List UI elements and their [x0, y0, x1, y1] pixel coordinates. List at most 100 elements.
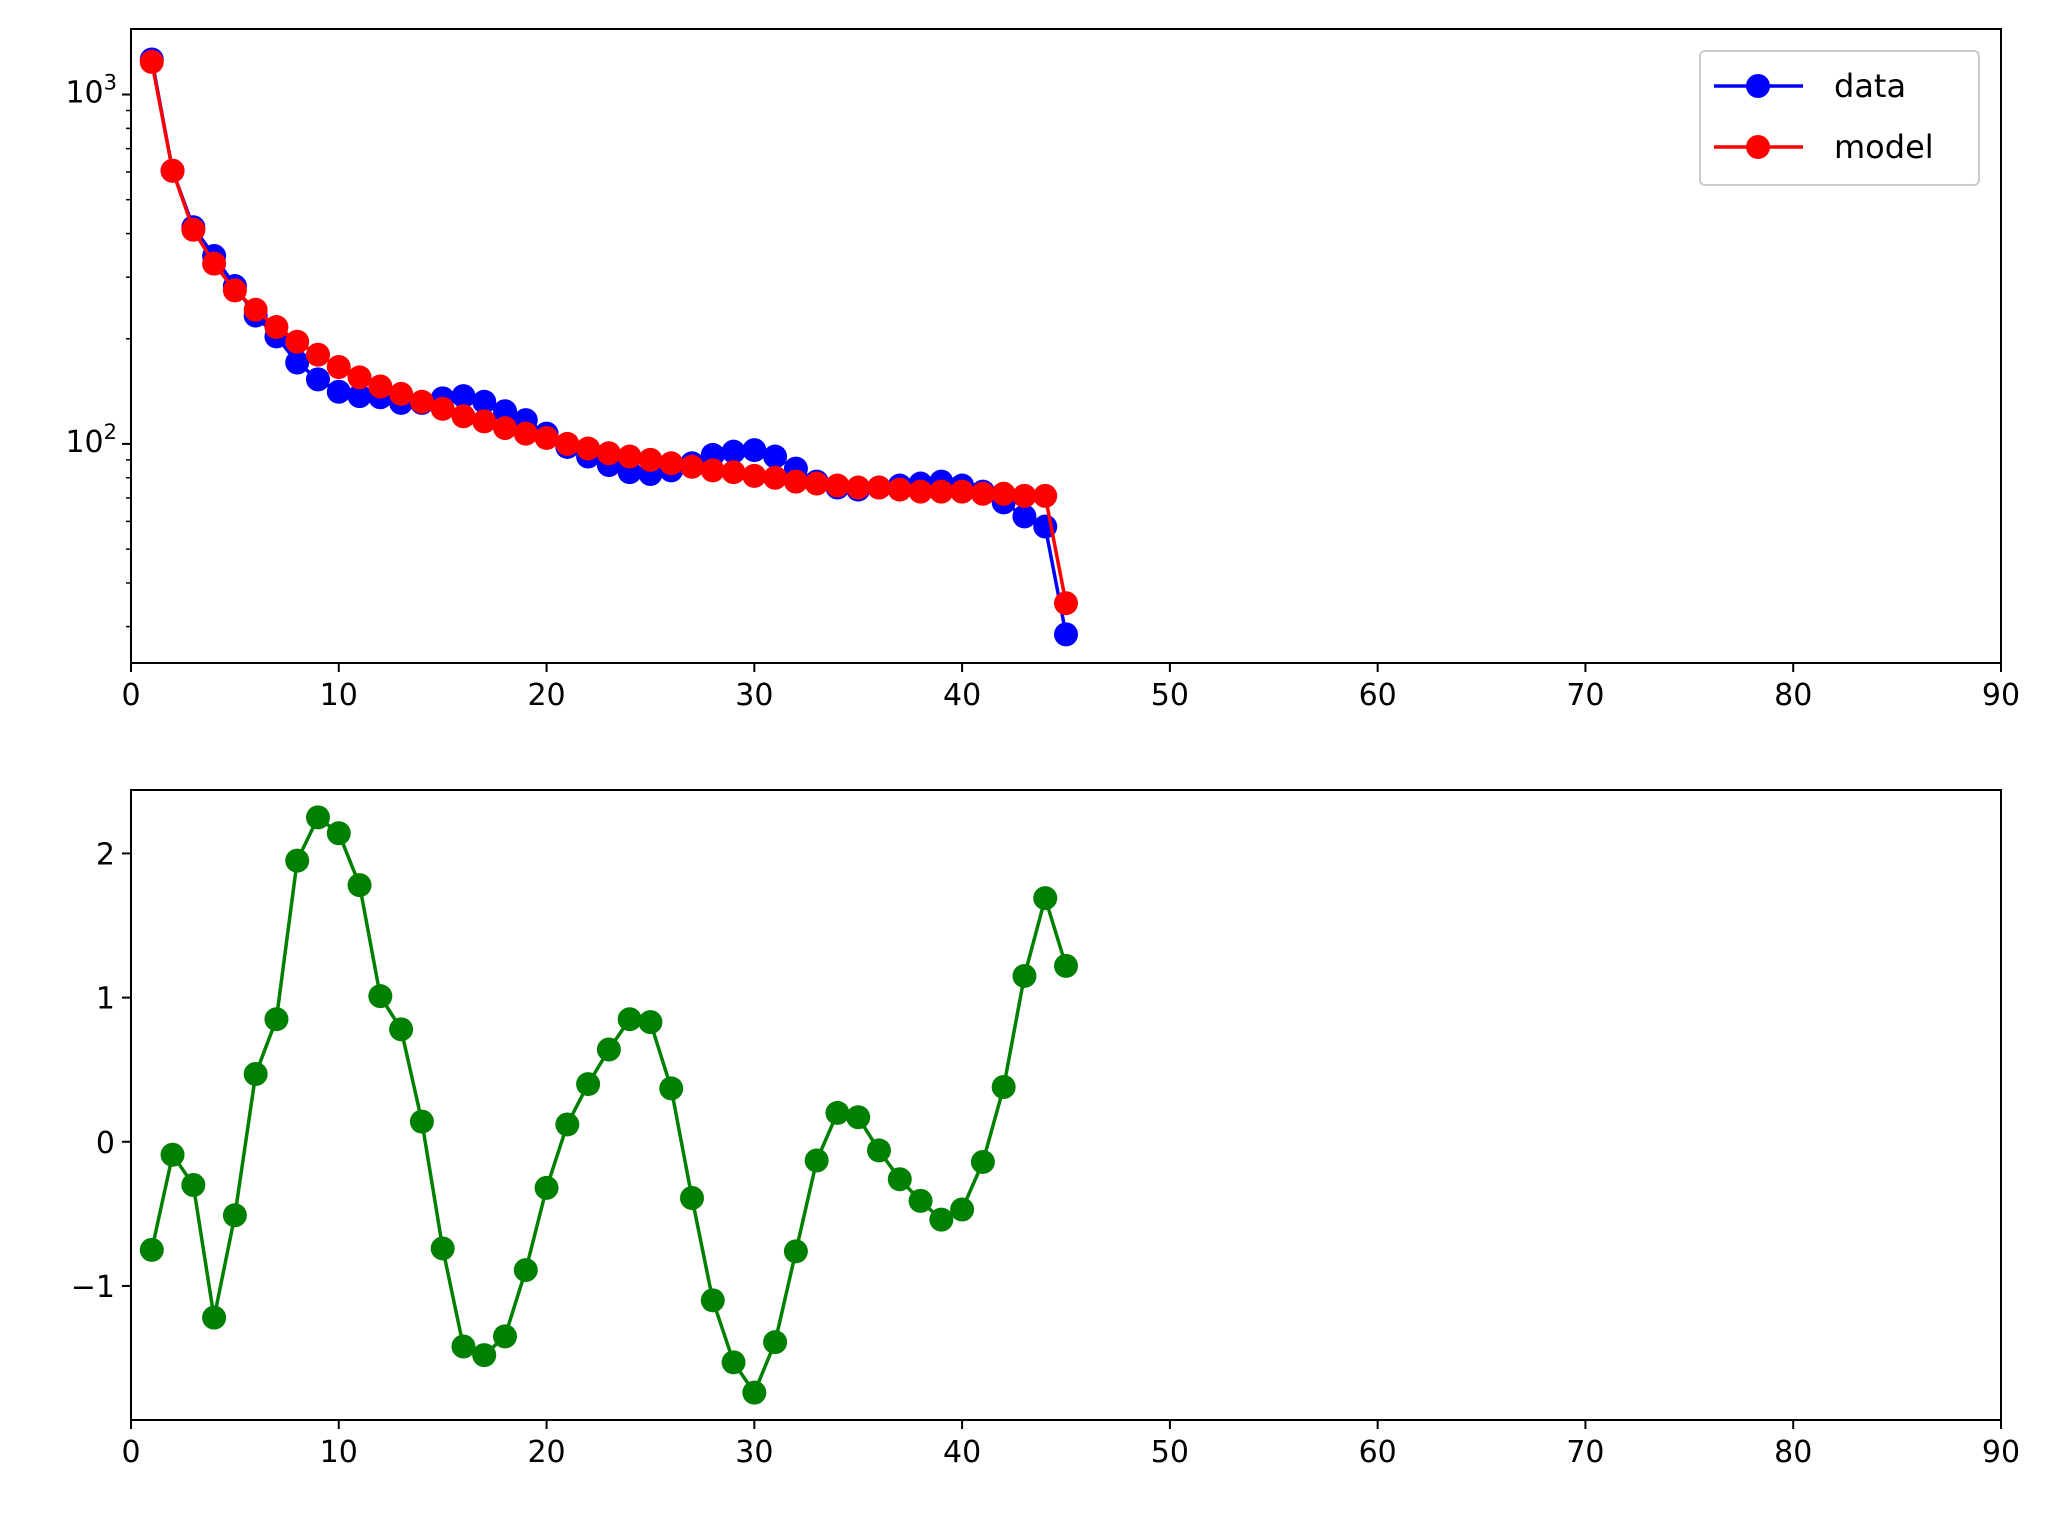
series-point	[181, 1173, 206, 1198]
series-point	[576, 1072, 601, 1097]
series-point	[202, 1305, 227, 1330]
series-point	[908, 1188, 933, 1213]
data-point	[742, 438, 767, 463]
series-point	[306, 805, 330, 830]
series-point	[326, 821, 351, 846]
legend-label-data: data	[1834, 67, 1906, 105]
series-point	[1012, 963, 1037, 988]
data-point	[285, 350, 310, 375]
series-point	[783, 1239, 808, 1264]
x-tick-label: 30	[735, 1435, 773, 1470]
axes-frame	[130, 28, 2002, 664]
model-point	[451, 404, 476, 429]
legend: data model	[1699, 50, 1980, 186]
series-point	[430, 1236, 455, 1261]
x-tick-label: 90	[1982, 1435, 2020, 1470]
model-point	[638, 447, 663, 472]
series-point	[513, 1258, 538, 1283]
model-point	[326, 355, 351, 380]
model-point	[306, 342, 330, 367]
model-point	[700, 458, 725, 483]
series-point	[887, 1167, 912, 1192]
model-point	[576, 436, 601, 461]
model-point	[243, 297, 268, 322]
series-point	[846, 1105, 871, 1130]
x-tick-label: 50	[1151, 678, 1189, 713]
model-point	[285, 329, 310, 354]
series-point	[970, 1149, 995, 1174]
series-point	[534, 1175, 559, 1200]
data-point	[721, 439, 746, 464]
series-point	[451, 1334, 476, 1359]
series-point	[596, 1037, 621, 1062]
model-point	[555, 431, 580, 456]
model-point	[409, 389, 434, 414]
y-tick-label: 103	[65, 71, 117, 111]
data-point	[1054, 622, 1078, 647]
legend-marker-model	[1746, 135, 1770, 159]
model-point	[264, 315, 289, 340]
x-tick-label: 10	[320, 1435, 358, 1470]
series-point	[243, 1062, 268, 1087]
model-point	[783, 469, 808, 494]
series-point	[160, 1142, 185, 1167]
model-point	[1012, 483, 1037, 508]
series-point	[368, 984, 393, 1009]
model-point	[534, 425, 559, 450]
data-point	[451, 384, 476, 409]
model-point	[202, 251, 227, 276]
model-point	[181, 217, 206, 242]
y-tick-label: 1	[96, 982, 115, 1017]
model-point	[950, 479, 975, 504]
tick-exponent: 2	[104, 420, 117, 444]
model-point	[991, 481, 1016, 506]
series-point	[1033, 886, 1058, 911]
model-point	[160, 158, 185, 183]
x-tick-label: 0	[121, 1435, 140, 1470]
series-point	[222, 1203, 247, 1228]
series-point	[680, 1185, 704, 1210]
x-tick-label: 30	[735, 678, 773, 713]
model-point	[887, 477, 912, 502]
data-point	[763, 444, 788, 469]
tick-base: 10	[65, 76, 103, 111]
model-point	[513, 421, 538, 446]
x-tick-label: 40	[943, 678, 981, 713]
series-point	[347, 873, 372, 898]
series-point	[264, 1007, 289, 1032]
series-point	[1054, 953, 1078, 978]
x-tick-label: 60	[1359, 1435, 1397, 1470]
x-tick-label: 20	[527, 678, 565, 713]
model-point	[929, 479, 954, 504]
bottom-axes-residual-plot: 0 10 20 30 40 50 60 70 80 90 −1 0 1 2	[71, 789, 2020, 1470]
x-tick-label: 10	[320, 678, 358, 713]
data-point	[306, 367, 330, 392]
model-point	[347, 365, 372, 390]
series-point	[825, 1100, 850, 1125]
model-point	[908, 479, 933, 504]
x-tick-label: 20	[527, 1435, 565, 1470]
series-point	[409, 1109, 434, 1134]
x-tick-label: 40	[943, 1435, 981, 1470]
model-point	[389, 381, 414, 406]
model-point	[472, 409, 497, 434]
model-point	[617, 444, 642, 469]
model-point	[222, 278, 247, 303]
series-point	[950, 1197, 975, 1222]
x-tick-label: 70	[1566, 1435, 1604, 1470]
model-point	[1054, 591, 1078, 616]
model-point	[368, 374, 393, 399]
model-point	[659, 451, 684, 476]
data-point	[326, 379, 351, 404]
y-tick-label: 0	[96, 1126, 115, 1161]
data-point	[1012, 504, 1037, 529]
series-point	[804, 1148, 829, 1173]
data-point	[347, 384, 372, 409]
model-point	[763, 465, 788, 490]
series-point	[638, 1010, 663, 1035]
model-point	[742, 463, 767, 488]
series-point	[929, 1207, 954, 1232]
